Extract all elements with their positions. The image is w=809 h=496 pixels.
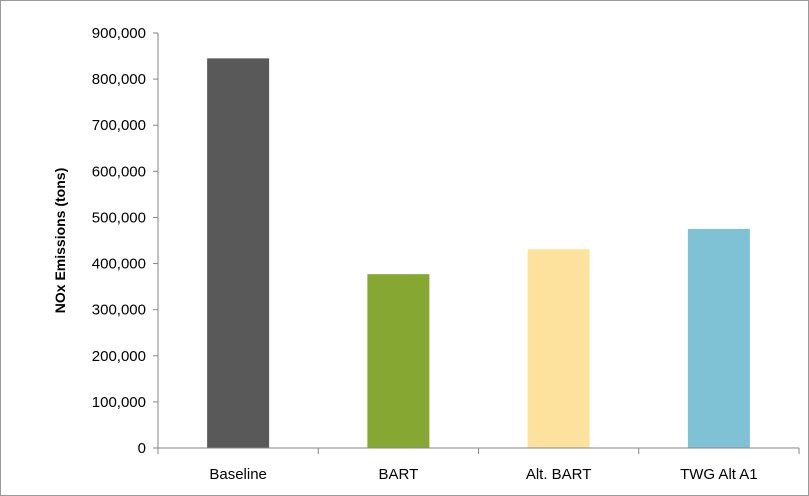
bar-baseline	[207, 58, 270, 448]
x-tick-label: BART	[379, 466, 419, 483]
x-axis-ticks: Baseline BART Alt. BART TWG Alt A1	[157, 448, 800, 483]
y-tick-label: 400,000	[92, 256, 146, 273]
x-tick-label: Baseline	[209, 466, 267, 483]
y-axis-title-group: NOx Emissions (tons)	[52, 168, 68, 313]
y-tick-label: 300,000	[92, 302, 146, 319]
y-tick-label: 700,000	[92, 117, 146, 134]
bars	[207, 58, 750, 448]
y-tick-label: 800,000	[92, 71, 146, 88]
bar-alt-bart	[527, 249, 590, 448]
y-tick-label: 100,000	[92, 394, 146, 411]
y-tick-label: 500,000	[92, 209, 146, 226]
y-axis-title: NOx Emissions (tons)	[52, 168, 68, 313]
x-tick-label: TWG Alt A1	[680, 466, 758, 483]
y-tick-label: 0	[138, 440, 146, 457]
y-tick-label: 600,000	[92, 163, 146, 180]
y-tick-label: 200,000	[92, 348, 146, 365]
y-axis-ticks: 0 100,000 200,000 300,000 400,000 500,000 600,…	[92, 25, 158, 457]
bar-bart	[367, 274, 430, 448]
x-tick-label: Alt. BART	[526, 466, 592, 483]
axis-lines	[157, 33, 799, 449]
y-tick-label: 900,000	[92, 25, 146, 42]
bar-twg-alt-a1	[687, 228, 750, 448]
